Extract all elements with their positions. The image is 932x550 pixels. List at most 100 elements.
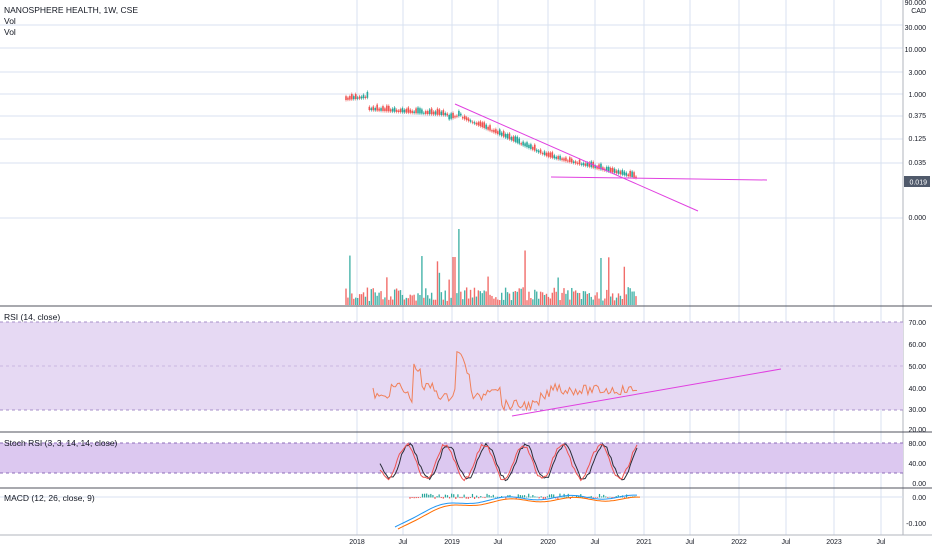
macd-histogram-bar	[576, 495, 578, 498]
stoch-axis[interactable]: 80.00 40.00 0.00	[908, 441, 926, 488]
volume-bar	[576, 292, 579, 305]
candle-body	[532, 146, 534, 150]
price-axis[interactable]: 90.000 CAD 30.000 10.000 3.000 1.000 0.3…	[904, 0, 930, 222]
volume-bar	[545, 293, 548, 305]
volume-bar	[629, 288, 631, 305]
volume-bar	[390, 296, 392, 305]
stoch-legend[interactable]: Stoch RSI (3, 3, 14, 14, close)	[4, 438, 118, 448]
volume-bar	[450, 297, 452, 305]
macd-histogram-bar	[623, 497, 626, 498]
candle-body	[514, 136, 517, 142]
candle-body	[401, 108, 404, 113]
volume-bar	[442, 299, 445, 305]
volume-bar	[619, 295, 622, 305]
volume-bar	[497, 299, 499, 305]
volume-legend[interactable]: Vol	[4, 27, 16, 37]
macd-histogram-bar	[540, 496, 542, 498]
volume-bar	[471, 297, 474, 305]
candle-body	[500, 132, 503, 136]
macd-histogram-bar	[586, 497, 588, 499]
volume-bar	[370, 289, 373, 305]
volume-bar	[557, 277, 559, 305]
rsi-axis[interactable]: 70.00 60.00 50.00 40.00 30.00 20.00	[908, 320, 926, 434]
volume-legend[interactable]: Vol	[4, 16, 16, 26]
macd-histogram-bar	[590, 495, 592, 498]
candle-body	[411, 110, 413, 113]
macd-axis[interactable]: 0.00 -0.100	[906, 495, 926, 528]
volume-bar	[596, 292, 598, 305]
candle-body	[572, 161, 575, 163]
indicator-bands	[0, 321, 903, 498]
candle-body	[374, 108, 376, 111]
candle-body	[358, 96, 361, 99]
current-price-tag	[904, 176, 930, 187]
volume-bar	[446, 300, 448, 305]
candle-body	[360, 96, 363, 99]
volume-bar	[586, 293, 589, 305]
time-axis-label: Jul	[877, 539, 886, 546]
macd-histogram-bar	[490, 496, 492, 498]
volume-bar	[458, 229, 460, 305]
rsi-axis-label: 20.00	[908, 427, 926, 434]
volume-bar	[621, 299, 624, 305]
candle-body	[366, 91, 369, 98]
volume-bar	[438, 272, 441, 305]
candle-body	[528, 144, 530, 149]
rsi-legend[interactable]: RSI (14, close)	[4, 312, 61, 322]
candle-body	[586, 162, 589, 167]
volume-bar	[487, 276, 489, 305]
volume-bar	[372, 288, 374, 305]
time-axis-label: Jul	[686, 539, 695, 546]
candle-body	[376, 104, 378, 111]
candle-body	[370, 108, 373, 111]
candle-body	[475, 122, 478, 125]
price-axis-label: 30.000	[905, 25, 927, 32]
candle-body	[465, 117, 468, 121]
volume-bar	[475, 296, 478, 305]
price-axis-label: 10.000	[905, 47, 927, 54]
price-axis-label: 0.125	[908, 136, 926, 143]
candle-body	[543, 151, 546, 155]
main-legend[interactable]: NANOSPHERE HEALTH, 1W, CSE Vol Vol	[4, 5, 138, 38]
macd-histogram-bar	[509, 494, 511, 498]
volume-bar	[382, 299, 384, 305]
macd-histogram-bar	[548, 494, 551, 498]
macd-series	[394, 493, 640, 530]
candle-body	[559, 155, 561, 160]
macd-legend[interactable]: MACD (12, 26, close, 9)	[4, 493, 95, 503]
volume-bar	[477, 290, 480, 305]
macd-histogram-bar	[451, 493, 453, 498]
current-price-label: 0.019	[909, 180, 927, 187]
candle-body	[461, 117, 464, 119]
candle-body	[362, 94, 365, 99]
volume-bar	[395, 288, 398, 305]
candle-body	[582, 162, 585, 166]
candle-body	[502, 131, 505, 137]
candle-body	[446, 113, 449, 116]
macd-histogram-bar	[561, 496, 563, 498]
candle-body	[372, 106, 375, 111]
candle-body	[498, 129, 501, 135]
volume-bar	[376, 295, 378, 305]
macd-histogram-bar	[559, 493, 561, 498]
candle-body	[403, 109, 406, 113]
candle-body	[491, 130, 493, 132]
symbol-title[interactable]: NANOSPHERE HEALTH, 1W, CSE	[4, 5, 138, 15]
candle-body	[619, 171, 622, 175]
macd-histogram-bar	[426, 493, 428, 498]
macd-histogram-bar	[465, 497, 467, 499]
volume-bar	[609, 296, 612, 305]
volume-bar	[421, 256, 423, 305]
volume-bar	[592, 299, 594, 305]
volume-bar	[403, 299, 406, 305]
macd-histogram-bar	[534, 496, 536, 498]
trendlines[interactable]	[454, 103, 782, 417]
candle-body	[432, 111, 435, 115]
volume-bar	[386, 277, 388, 305]
time-axis[interactable]: 2018 Jul 2019 Jul 2020 Jul 2021 Jul 2022…	[349, 539, 886, 546]
volume-bar	[559, 300, 561, 305]
candle-body	[553, 155, 556, 159]
candle-body	[352, 96, 355, 100]
macd-histogram-bar	[411, 497, 413, 498]
